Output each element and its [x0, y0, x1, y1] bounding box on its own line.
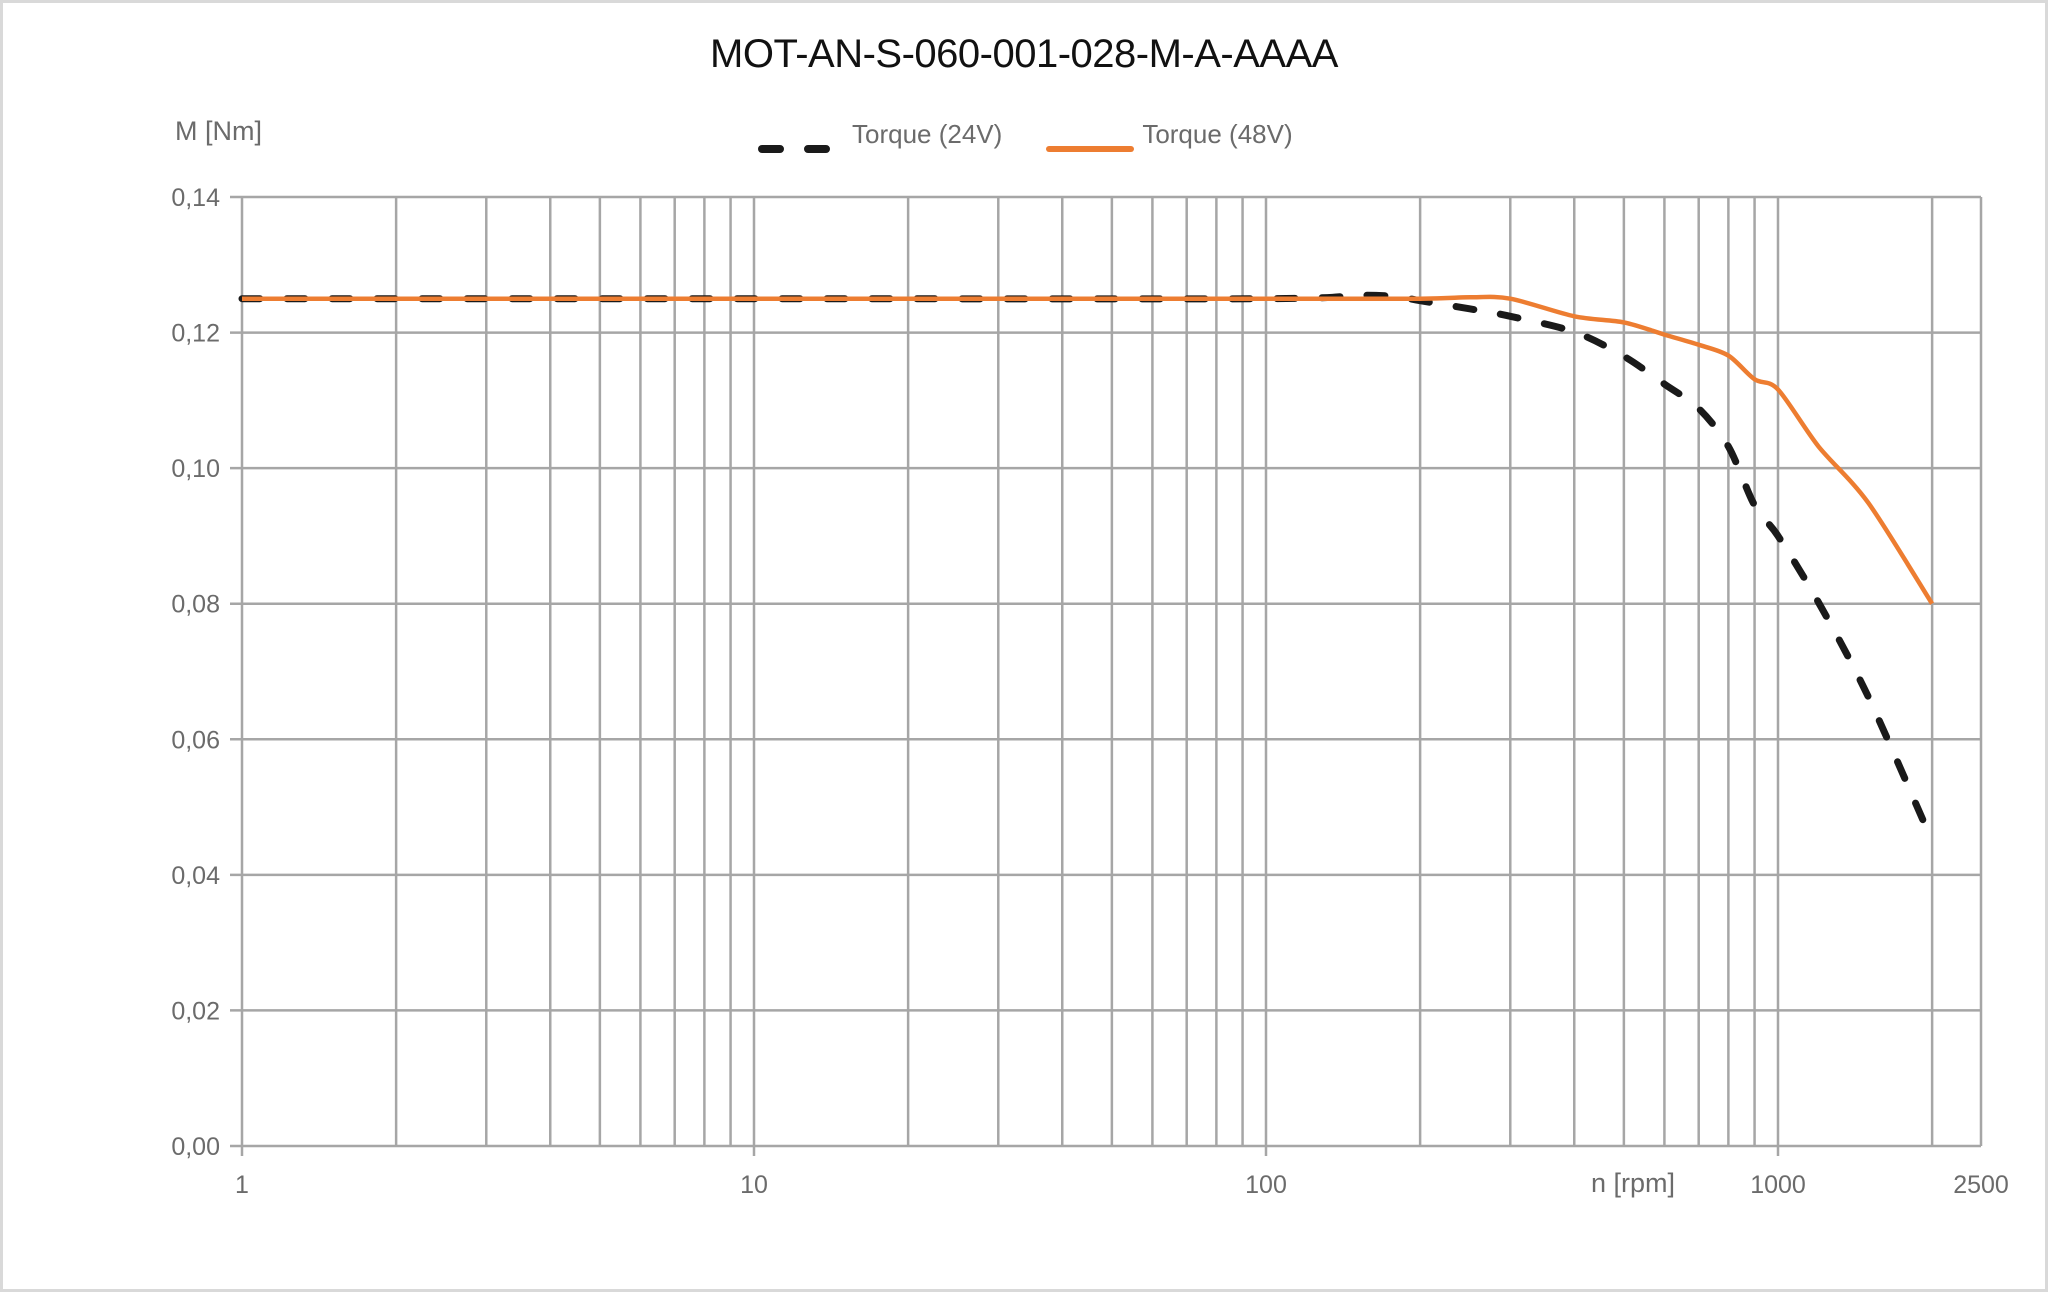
y-axis-label: M [Nm] — [175, 116, 262, 146]
legend-item-24v: Torque (24V) — [758, 118, 1003, 153]
gridlines — [230, 195, 1983, 1148]
data-series — [238, 291, 1936, 845]
x-tick-label: 1 — [235, 1171, 249, 1199]
legend: Torque (24V) Torque (48V) — [758, 117, 1293, 153]
legend-label-24v: Torque (24V) — [852, 118, 1003, 149]
x-axis-ticks: 1 10 100 1000 2500 — [235, 1146, 2009, 1199]
y-tick-label: 0,10 — [171, 455, 220, 483]
x-tick-label: 100 — [1245, 1171, 1287, 1199]
y-tick-label: 0,02 — [171, 997, 220, 1025]
y-tick-label: 0,12 — [171, 320, 220, 348]
series-line-48v — [241, 294, 1934, 605]
y-tick-label: 0,08 — [171, 591, 220, 619]
x-tick-label: 1000 — [1750, 1171, 1806, 1199]
y-tick-label: 0,14 — [171, 184, 220, 212]
y-tick-label: 0,04 — [171, 862, 220, 890]
legend-label-48v: Torque (48V) — [1142, 118, 1293, 149]
dashed-line-swatch-icon — [758, 130, 830, 153]
chart-title: MOT-AN-S-060-001-028-M-A-AAAA — [710, 32, 1338, 76]
series-line-24v — [238, 291, 1936, 845]
x-tick-label: 2500 — [1953, 1171, 2009, 1199]
y-tick-label: 0,06 — [171, 726, 220, 754]
legend-item-48v: Torque (48V) — [1046, 118, 1293, 152]
y-axis-ticks: 0,00 0,02 0,04 0,06 0,08 0,10 0,12 0,14 — [171, 184, 220, 1161]
solid-line-swatch-icon — [1046, 130, 1135, 152]
y-tick-label: 0,00 — [171, 1133, 220, 1161]
x-tick-label: 10 — [740, 1171, 768, 1199]
x-axis-label: n [rpm] — [1591, 1168, 1676, 1198]
